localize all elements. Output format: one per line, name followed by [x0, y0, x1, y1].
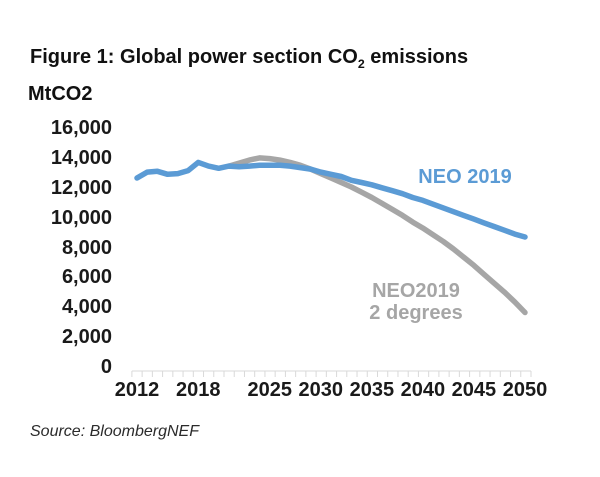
source-text: Source: BloombergNEF — [30, 423, 199, 440]
legend-label-two-deg-line2: 2 degrees — [369, 302, 463, 324]
y-axis-tick-label: 14,000 — [50, 146, 112, 169]
x-axis-tick-label: 2050 — [502, 379, 548, 401]
legend-label-neo-2019: NEO 2019 — [418, 166, 512, 188]
y-axis-tick-label: 16,000 — [50, 117, 112, 139]
y-axis-tick-label: 12,000 — [50, 176, 112, 199]
y-axis-tick-label: 0 — [100, 356, 112, 378]
neo-2019-line — [134, 159, 528, 240]
x-axis-tick-label: 2030 — [298, 379, 344, 401]
x-axis-tick-label: 2045 — [451, 379, 497, 401]
x-axis-tick-label: 2035 — [349, 379, 395, 401]
y-axis-tick-label: 8,000 — [61, 236, 112, 259]
y-axis-tick-label: 2,000 — [61, 326, 112, 349]
chart-title-subscript: 2 — [357, 57, 365, 72]
y-axis-unit-label: MtCO2 — [28, 83, 93, 105]
chart-title: Figure 1: Global power section CO2 emiss… — [30, 46, 469, 72]
x-axis-tick-label: 2018 — [176, 379, 221, 401]
x-axis-tick-label: 2025 — [247, 379, 292, 401]
chart-title-suffix: emissions — [364, 46, 469, 69]
chart-title-text: Figure 1: Global power section CO — [30, 46, 358, 69]
x-axis-tick-label: 2012 — [114, 379, 160, 401]
two-degrees-line — [226, 155, 528, 316]
legend-label-neo-2019-2-degrees: NEO2019 2 degrees — [346, 280, 486, 324]
x-axis-tick-label: 2040 — [400, 379, 446, 401]
legend-label-two-deg-line1: NEO2019 — [372, 280, 460, 302]
y-axis-tick-label: 10,000 — [50, 206, 112, 229]
y-axis-tick-label: 4,000 — [61, 296, 112, 319]
y-axis-tick-label: 6,000 — [61, 266, 112, 289]
